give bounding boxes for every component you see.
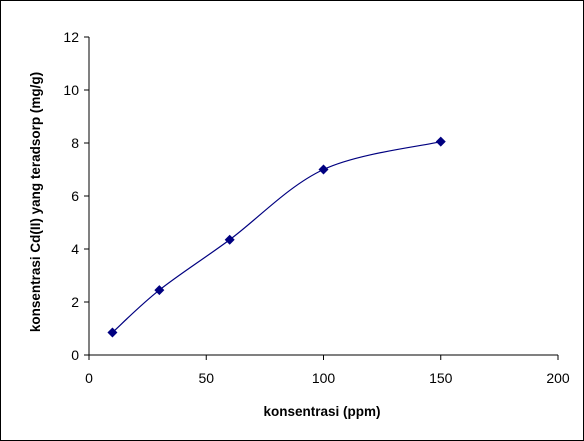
y-tick-label: 0 [71,347,79,363]
y-tick-label: 12 [63,29,79,45]
y-tick-label: 6 [71,188,79,204]
x-axis-ticks: 0 50 100 150 200 [85,355,570,386]
x-tick-label: 100 [312,370,336,386]
y-axis-title: konsentrasi Cd(II) yang teradsorp (mg/g) [28,72,43,332]
data-point-marker [435,136,446,147]
x-tick-label: 200 [546,370,570,386]
x-tick-label: 150 [429,370,453,386]
data-point-marker [107,327,118,338]
x-axis-title: konsentrasi (ppm) [263,404,380,419]
data-markers [107,136,446,338]
data-point-marker [224,234,235,245]
x-tick-label: 0 [85,370,93,386]
y-tick-label: 4 [71,241,79,257]
y-tick-label: 10 [63,82,79,98]
data-point-marker [154,285,165,296]
axes [88,37,558,356]
y-tick-label: 2 [71,294,79,310]
series-line [112,141,441,333]
y-axis-ticks: 0 2 4 6 8 10 12 [63,29,89,363]
data-point-marker [318,164,329,175]
y-tick-label: 8 [71,135,79,151]
x-tick-label: 50 [198,370,214,386]
